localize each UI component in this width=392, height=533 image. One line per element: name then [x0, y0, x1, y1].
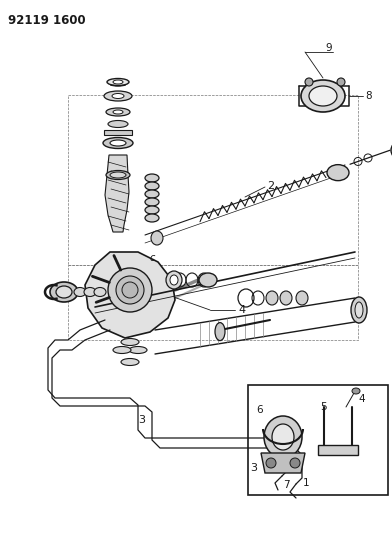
- Bar: [318, 445, 358, 455]
- Text: 2: 2: [267, 181, 274, 191]
- Ellipse shape: [107, 78, 129, 85]
- Ellipse shape: [151, 231, 163, 245]
- Text: 3: 3: [250, 463, 257, 473]
- Ellipse shape: [121, 338, 139, 345]
- Ellipse shape: [280, 291, 292, 305]
- Ellipse shape: [121, 359, 139, 366]
- Ellipse shape: [74, 287, 86, 296]
- Text: 92119 1600: 92119 1600: [8, 14, 85, 27]
- Ellipse shape: [351, 297, 367, 323]
- Ellipse shape: [103, 138, 133, 149]
- Circle shape: [108, 268, 152, 312]
- Circle shape: [290, 458, 300, 468]
- Ellipse shape: [129, 346, 147, 353]
- Text: 5: 5: [320, 402, 327, 412]
- Polygon shape: [261, 453, 305, 473]
- Ellipse shape: [166, 271, 182, 289]
- Text: 1: 1: [303, 478, 310, 488]
- Bar: [248, 385, 388, 495]
- Ellipse shape: [145, 182, 159, 190]
- Polygon shape: [85, 252, 175, 338]
- Ellipse shape: [110, 172, 126, 178]
- Ellipse shape: [94, 287, 106, 296]
- Ellipse shape: [266, 291, 278, 305]
- Circle shape: [337, 78, 345, 86]
- Circle shape: [266, 458, 276, 468]
- Text: 4: 4: [238, 305, 245, 315]
- Text: c: c: [150, 253, 155, 263]
- Ellipse shape: [104, 91, 132, 101]
- Circle shape: [116, 276, 144, 304]
- Ellipse shape: [84, 287, 96, 296]
- Text: 8: 8: [365, 91, 372, 101]
- Ellipse shape: [215, 322, 225, 341]
- Text: 9: 9: [325, 43, 332, 53]
- Ellipse shape: [50, 282, 78, 302]
- Polygon shape: [105, 155, 129, 232]
- Ellipse shape: [106, 171, 130, 180]
- Text: 3: 3: [138, 415, 145, 425]
- Ellipse shape: [170, 275, 178, 285]
- Ellipse shape: [113, 80, 123, 84]
- Ellipse shape: [309, 86, 337, 106]
- Ellipse shape: [352, 388, 360, 394]
- Ellipse shape: [391, 142, 392, 158]
- Ellipse shape: [113, 346, 131, 353]
- Ellipse shape: [199, 273, 217, 287]
- Circle shape: [305, 78, 313, 86]
- Ellipse shape: [327, 165, 349, 181]
- Text: 7: 7: [283, 480, 290, 490]
- Ellipse shape: [145, 190, 159, 198]
- Ellipse shape: [296, 291, 308, 305]
- Bar: [104, 130, 132, 135]
- Ellipse shape: [113, 110, 123, 114]
- Text: 4: 4: [358, 394, 365, 404]
- Ellipse shape: [264, 416, 302, 458]
- Ellipse shape: [145, 174, 159, 182]
- Ellipse shape: [112, 93, 124, 99]
- Ellipse shape: [110, 140, 126, 146]
- Ellipse shape: [145, 206, 159, 214]
- Ellipse shape: [355, 302, 363, 318]
- Ellipse shape: [106, 108, 130, 116]
- Ellipse shape: [145, 198, 159, 206]
- Circle shape: [122, 282, 138, 298]
- Text: 6: 6: [256, 405, 263, 415]
- Ellipse shape: [272, 424, 294, 450]
- Ellipse shape: [301, 80, 345, 112]
- Ellipse shape: [145, 214, 159, 222]
- Ellipse shape: [56, 286, 72, 298]
- Ellipse shape: [108, 120, 128, 127]
